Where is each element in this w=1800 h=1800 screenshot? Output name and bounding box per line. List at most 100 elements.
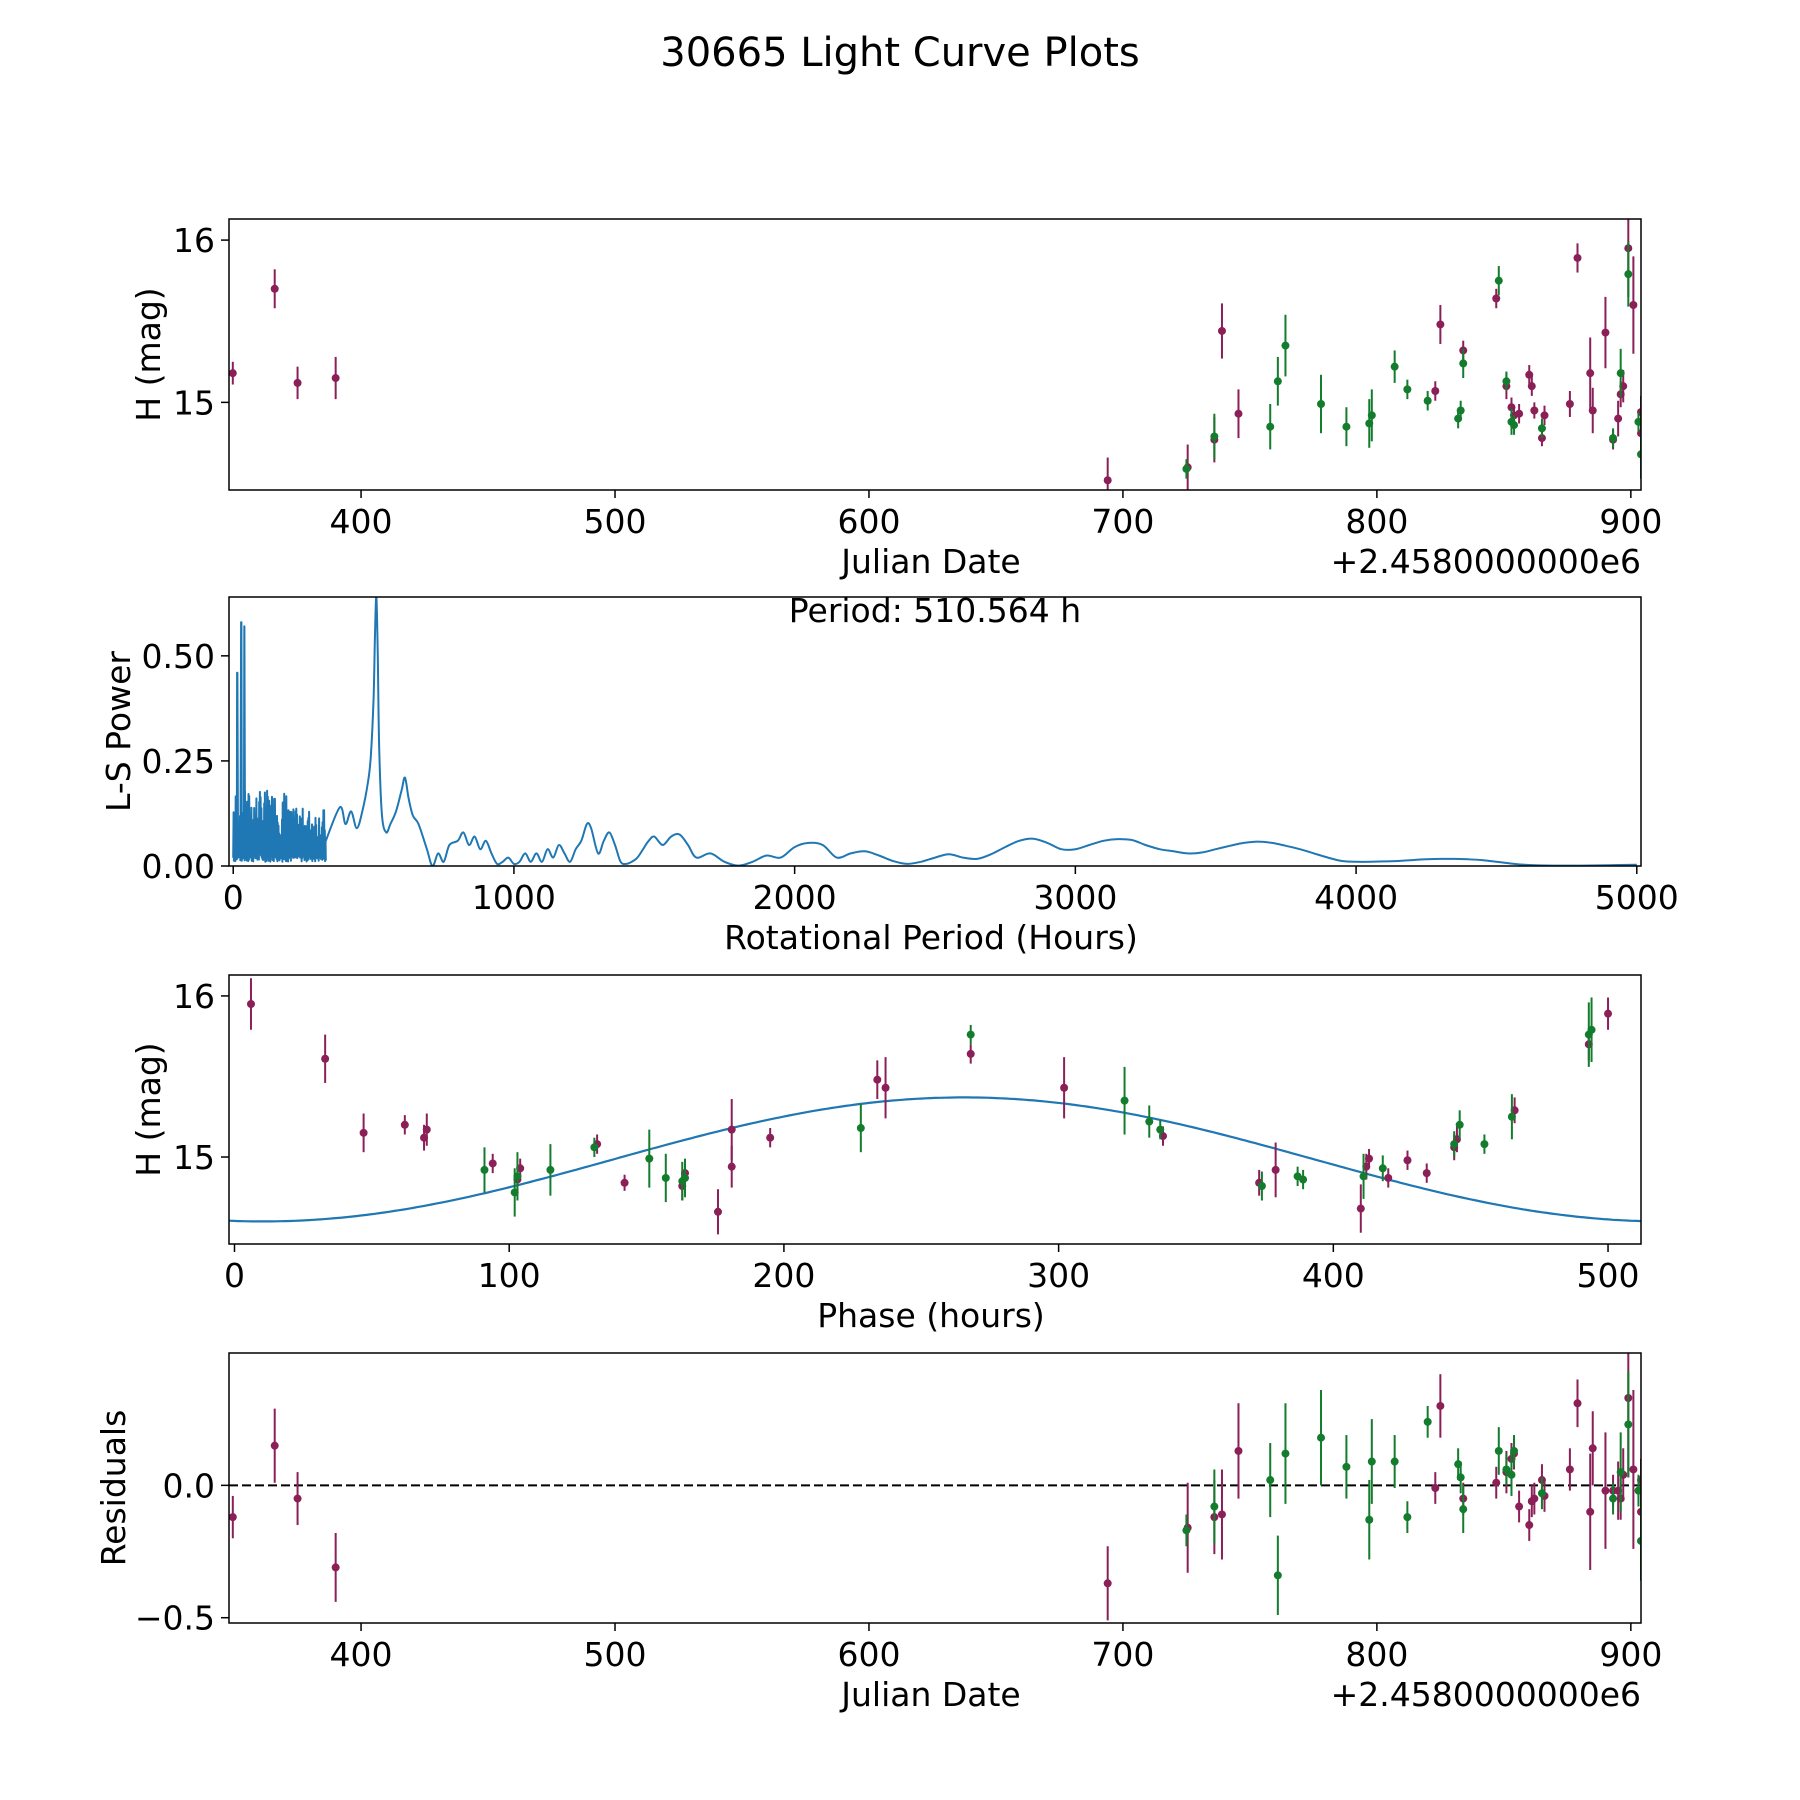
data-point-green	[1502, 377, 1511, 386]
data-point-purple	[1384, 1173, 1393, 1182]
x-tick-label: 100	[478, 1256, 541, 1295]
data-point-purple	[766, 1133, 775, 1142]
data-point-green	[1494, 276, 1503, 285]
data-point-green	[1616, 369, 1625, 378]
x-offset-text: +2.4580000000e6	[1331, 1675, 1641, 1714]
data-point-green	[966, 1030, 975, 1039]
data-point-green	[1281, 1449, 1290, 1458]
data-point-purple	[1365, 1154, 1374, 1163]
data-point-purple	[1530, 406, 1539, 415]
data-point-green	[1367, 1457, 1376, 1466]
data-point-purple	[293, 1494, 302, 1503]
data-point-purple	[1586, 1507, 1595, 1516]
data-point-purple	[1431, 387, 1440, 396]
data-point-purple	[400, 1120, 409, 1129]
data-point-green	[1120, 1096, 1129, 1105]
data-point-green	[1403, 385, 1412, 394]
periodogram-line-0	[232, 621, 327, 863]
data-point-green	[1450, 1140, 1459, 1149]
x-tick-label: 5000	[1595, 878, 1679, 917]
data-point-green	[1317, 1433, 1326, 1442]
data-point-green	[1342, 1462, 1351, 1471]
data-point-green	[681, 1173, 690, 1182]
data-point-green	[513, 1172, 522, 1181]
data-point-purple	[1217, 326, 1226, 335]
data-point-purple	[966, 1049, 975, 1058]
data-point-green	[1378, 1164, 1387, 1173]
x-axis-label: Rotational Period (Hours)	[724, 918, 1138, 957]
data-point-purple	[1422, 1169, 1431, 1178]
data-point-green	[546, 1165, 555, 1174]
data-point-green	[1365, 1515, 1374, 1524]
data-point-green	[1634, 417, 1641, 426]
y-axis-label: L-S Power	[99, 651, 138, 812]
data-point-green	[1616, 1468, 1625, 1477]
data-point-green	[1210, 432, 1219, 441]
x-tick-label: 600	[837, 1635, 900, 1674]
x-tick-label: 700	[1091, 502, 1154, 541]
data-point-green	[1423, 1417, 1432, 1426]
x-tick-label: 500	[584, 502, 647, 541]
data-point-green	[1273, 1571, 1282, 1580]
data-point-green	[1502, 1465, 1511, 1474]
data-point-purple	[1588, 1444, 1597, 1453]
periodogram-panel: Period: 510.564 h 0 1000 2000 3000 4000 50000…	[99, 591, 1679, 957]
data-point-purple	[1356, 1204, 1365, 1213]
data-point-purple	[331, 1563, 340, 1572]
phased-panel: 0 100 200 300 400 500 15 16 Phase (hours) H (mag)	[129, 974, 1642, 1335]
x-tick-label: 800	[1345, 1635, 1408, 1674]
y-tick-label: 15	[173, 1138, 215, 1177]
data-point-green	[1537, 424, 1546, 433]
lightcurve-data	[229, 219, 1641, 490]
x-tick-label: 400	[330, 1635, 393, 1674]
data-point-green	[1459, 1505, 1468, 1514]
y-tick-label: 16	[173, 977, 215, 1016]
data-point-green	[1537, 1489, 1546, 1498]
data-point-purple	[359, 1128, 368, 1137]
data-point-purple	[270, 1441, 279, 1450]
data-point-purple	[1565, 1465, 1574, 1474]
x-tick-label: 700	[1091, 1635, 1154, 1674]
x-tick-label: 500	[584, 1635, 647, 1674]
data-point-purple	[727, 1162, 736, 1171]
data-point-purple	[620, 1178, 629, 1187]
data-point-green	[1281, 341, 1290, 350]
data-point-purple	[229, 369, 237, 378]
data-point-purple	[246, 999, 255, 1008]
data-point-purple	[1431, 1484, 1440, 1492]
data-point-green	[1637, 450, 1641, 459]
data-point-green	[1342, 422, 1351, 431]
data-point-green	[1507, 1470, 1516, 1479]
data-point-purple	[713, 1207, 722, 1216]
data-point-purple	[1492, 294, 1501, 303]
data-point-purple	[727, 1125, 736, 1134]
data-point-purple	[1271, 1165, 1280, 1174]
data-point-purple	[1525, 1521, 1534, 1530]
data-point-purple	[1103, 476, 1112, 485]
x-tick-label: 600	[837, 502, 900, 541]
data-point-purple	[1492, 1478, 1501, 1487]
x-tick-label: 900	[1599, 1635, 1662, 1674]
data-point-green	[1182, 1526, 1191, 1535]
lightcurve-axes-frame	[228, 218, 1642, 491]
x-axis-label: Julian Date	[839, 542, 1021, 581]
data-point-green	[856, 1124, 865, 1133]
data-point-purple	[1604, 1009, 1613, 1018]
y-tick-label: 15	[173, 383, 215, 422]
figure-title: 30665 Light Curve Plots	[660, 30, 1139, 76]
x-tick-label: 900	[1599, 502, 1662, 541]
x-axis-label: Julian Date	[839, 1675, 1021, 1714]
data-point-green	[1257, 1182, 1266, 1191]
x-tick-label: 500	[1577, 1256, 1640, 1295]
data-point-green	[1145, 1117, 1154, 1126]
data-point-green	[1624, 1420, 1633, 1429]
data-point-green	[480, 1165, 489, 1174]
data-point-purple	[422, 1125, 431, 1134]
data-point-purple	[1515, 1502, 1524, 1511]
data-point-purple	[1234, 409, 1243, 418]
phased-axes-frame	[228, 974, 1642, 1245]
data-point-green	[1423, 396, 1432, 405]
y-tick-label: 0.50	[142, 637, 215, 676]
data-point-purple	[1573, 1399, 1582, 1408]
data-point-green	[590, 1143, 599, 1152]
